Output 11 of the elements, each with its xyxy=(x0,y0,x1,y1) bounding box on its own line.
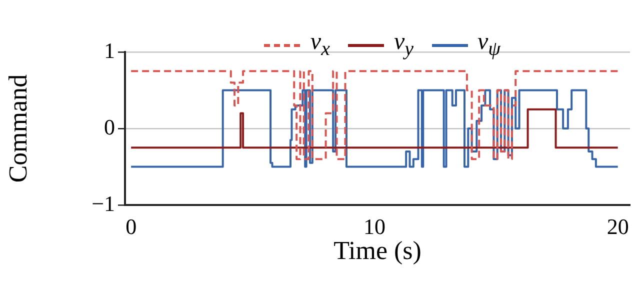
x-tick-label: 0 xyxy=(126,214,137,239)
y-tick-label: 0 xyxy=(104,114,115,140)
y-axis-title: Command xyxy=(3,74,32,183)
x-tick-label: 10 xyxy=(363,214,386,239)
x-axis-title: Time (s) xyxy=(334,236,422,266)
y-tick-label: −1 xyxy=(92,190,115,216)
legend-label: v$_{x}$ xyxy=(310,29,330,61)
legend-label: v$_{y}$ xyxy=(394,29,414,61)
y-tick-label: 1 xyxy=(104,38,115,63)
legend-label: v$_{ψ}$ xyxy=(478,29,501,61)
x-tick-label: 20 xyxy=(606,214,629,239)
